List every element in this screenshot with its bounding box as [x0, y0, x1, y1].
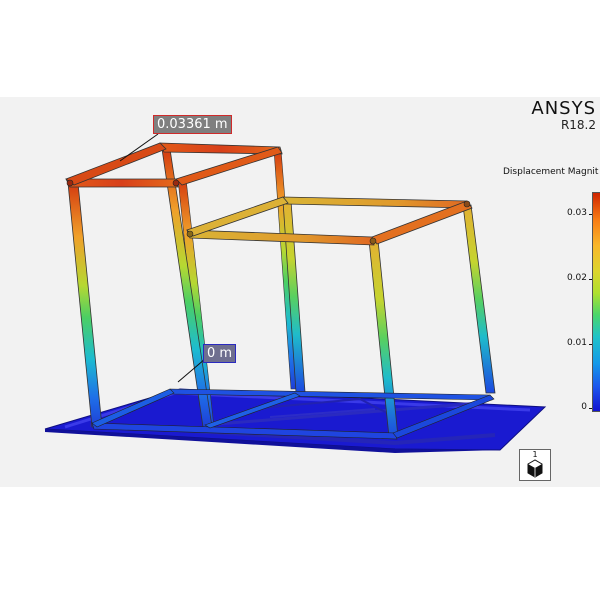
brand-name: ANSYS: [531, 98, 596, 119]
mid-beam-right: [371, 200, 473, 245]
view-cube-button[interactable]: 1: [519, 449, 551, 481]
bottom-rail-mid: [204, 392, 301, 429]
legend-tick-2: 0.01: [566, 338, 587, 348]
brand-block: ANSYS R18.2: [531, 98, 596, 132]
graphics-viewport[interactable]: 0.03361 m 0 m ANSYS R18.2 Displacement M…: [0, 97, 600, 487]
upright-right-back: [462, 204, 496, 394]
probe-min-leader: [177, 358, 206, 383]
legend-tick-1: 0.02: [566, 273, 587, 283]
view-cube-label: 1: [532, 450, 538, 459]
legend-tickmark: [589, 214, 592, 215]
joint: [463, 200, 471, 208]
joint: [186, 230, 194, 238]
base-plate-shadow: [45, 429, 500, 453]
legend-tickmark: [589, 408, 592, 409]
top-beam-right: [175, 146, 283, 186]
legend-tickmark: [589, 279, 592, 280]
joint: [369, 237, 377, 245]
bottom-rail-right: [392, 394, 495, 439]
mid-beam-back: [282, 196, 470, 209]
legend-title: Displacement Magnit: [503, 167, 599, 177]
mid-beam-left: [186, 196, 289, 237]
view-cube-icon: [527, 459, 543, 478]
joint: [66, 179, 74, 187]
legend-tick-3: 0: [581, 402, 587, 412]
legend-color-bar: [592, 192, 600, 412]
legend-tick-0: 0.03: [566, 208, 587, 218]
bottom-rail-front: [91, 422, 398, 440]
brand-version: R18.2: [560, 118, 596, 132]
frame-model[interactable]: [0, 97, 600, 487]
joint: [172, 179, 180, 187]
legend-tickmark: [589, 344, 592, 345]
probe-min-label[interactable]: 0 m: [203, 344, 237, 363]
probe-max-leader: [119, 133, 159, 162]
upright-front-left: [67, 182, 103, 428]
probe-max-label[interactable]: 0.03361 m: [153, 115, 232, 134]
bottom-rail-left: [91, 388, 175, 428]
